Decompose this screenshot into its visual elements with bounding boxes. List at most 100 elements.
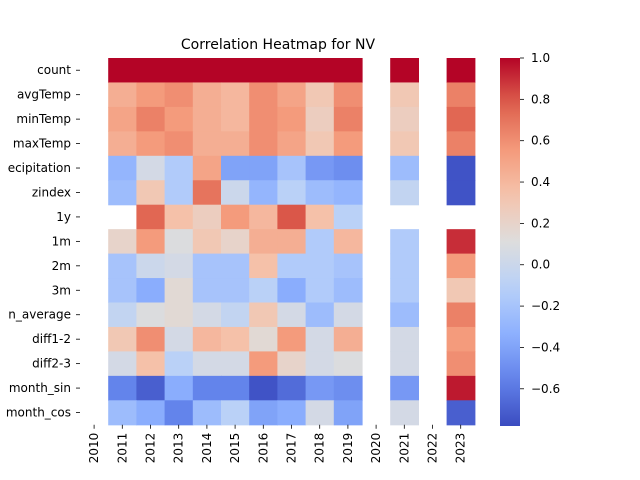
heatmap-cell xyxy=(249,253,278,279)
heatmap-cell xyxy=(136,106,166,132)
heatmap-cell xyxy=(136,302,166,328)
heatmap-cell xyxy=(108,253,137,279)
heatmap-cell xyxy=(136,229,166,255)
heatmap-cell xyxy=(108,229,137,255)
colorbar-gradient xyxy=(500,58,520,426)
y-tick-label: n_average xyxy=(8,308,71,322)
heatmap-cell xyxy=(192,229,222,255)
heatmap-cell xyxy=(221,351,250,377)
x-tick-label: 2013 xyxy=(172,433,186,464)
heatmap-cell xyxy=(192,204,222,230)
heatmap-cell xyxy=(333,106,363,132)
x-tick-label: 2023 xyxy=(454,433,468,464)
heatmap-cell xyxy=(277,302,307,328)
heatmap-cell xyxy=(192,326,222,352)
heatmap-cell xyxy=(164,131,194,157)
heatmap-cell xyxy=(164,180,194,206)
heatmap-cell xyxy=(192,302,222,328)
heatmap-cell xyxy=(390,400,419,426)
heatmap-cell xyxy=(192,400,222,426)
heatmap-cell xyxy=(108,58,137,84)
heatmap-cell xyxy=(446,375,476,401)
x-tick-label: 2014 xyxy=(200,433,214,464)
heatmap-cell xyxy=(164,375,194,401)
y-tick-label: 1m xyxy=(52,234,71,248)
heatmap-cell xyxy=(192,155,222,181)
heatmap-cell xyxy=(277,155,307,181)
heatmap-cell xyxy=(164,58,194,84)
heatmap-cell xyxy=(277,131,307,157)
heatmap-cell xyxy=(136,58,166,84)
heatmap-cell xyxy=(333,204,363,230)
heatmap-cell xyxy=(221,58,250,84)
heatmap-cell xyxy=(164,351,194,377)
heatmap-cell xyxy=(221,180,250,206)
heatmap-cell xyxy=(305,204,335,230)
y-axis-labels: count avgTemp minTemp maxTemp ecipitation zin… xyxy=(6,63,80,420)
heatmap-cell xyxy=(277,229,307,255)
heatmap-cell xyxy=(390,82,419,108)
heatmap-cell xyxy=(390,253,419,279)
heatmap-cell xyxy=(305,351,335,377)
heatmap-cell xyxy=(108,131,137,157)
heatmap-cell xyxy=(333,400,363,426)
colorbar: 1.0 0.8 0.6 0.4 0.2 0.0 −0.2 −0.4 −0.6 xyxy=(500,51,560,426)
heatmap-cell xyxy=(390,351,419,377)
x-tick-label: 2021 xyxy=(397,433,411,464)
y-tick-label: month_sin xyxy=(9,381,71,395)
heatmap-cell xyxy=(164,326,194,352)
heatmap-cell xyxy=(221,155,250,181)
heatmap-cell xyxy=(333,155,363,181)
heatmap-cell xyxy=(221,302,250,328)
heatmap-cell xyxy=(333,253,363,279)
heatmap-cell xyxy=(277,400,307,426)
heatmap-cell xyxy=(164,302,194,328)
heatmap-cell xyxy=(192,253,222,279)
x-tick-label: 2022 xyxy=(426,433,440,464)
heatmap-cell xyxy=(305,58,335,84)
heatmap-cell xyxy=(277,375,307,401)
heatmap-cell xyxy=(446,229,476,255)
heatmap-cell xyxy=(390,302,419,328)
x-tick-label: 2015 xyxy=(228,433,242,464)
heatmap-cell xyxy=(164,204,194,230)
heatmap-cell xyxy=(446,180,476,206)
heatmap-cell xyxy=(221,106,250,132)
heatmap-cell xyxy=(136,400,166,426)
heatmap-cell xyxy=(192,131,222,157)
heatmap-cell xyxy=(192,351,222,377)
x-axis-labels: 2010 2011 2012 2013 2014 2015 2016 2017 2018 2019… xyxy=(87,424,468,464)
heatmap-cell xyxy=(136,326,166,352)
heatmap-cell xyxy=(390,131,419,157)
heatmap-cell xyxy=(221,375,250,401)
colorbar-tick-label: 0.4 xyxy=(531,175,550,189)
heatmap-cell xyxy=(333,375,363,401)
heatmap-cell xyxy=(164,278,194,304)
x-tick-label: 2018 xyxy=(313,433,327,464)
heatmap-cell xyxy=(277,82,307,108)
heatmap-cell xyxy=(305,106,335,132)
heatmap-cell xyxy=(305,278,335,304)
heatmap-cell xyxy=(249,82,278,108)
heatmap-cell xyxy=(390,180,419,206)
colorbar-tick-label: 0.8 xyxy=(531,92,550,106)
heatmap-cell xyxy=(108,106,137,132)
heatmap-cell xyxy=(136,278,166,304)
heatmap-cell xyxy=(446,302,476,328)
heatmap-cell xyxy=(333,180,363,206)
heatmap-cell xyxy=(221,131,250,157)
heatmap-cell xyxy=(305,82,335,108)
chart-title: Correlation Heatmap for NV xyxy=(181,37,376,53)
heatmap-cell xyxy=(390,106,419,132)
heatmap-cell xyxy=(249,180,278,206)
heatmap-cell xyxy=(277,106,307,132)
colorbar-tick-label: 0.2 xyxy=(531,216,550,230)
heatmap-cell xyxy=(333,229,363,255)
heatmap-cell xyxy=(108,278,137,304)
heatmap-cell xyxy=(192,106,222,132)
heatmap-cell xyxy=(446,155,476,181)
heatmap-cell xyxy=(390,58,419,84)
heatmap-cell xyxy=(390,375,419,401)
y-tick-label: zindex xyxy=(32,185,71,199)
y-tick-label: diff2-3 xyxy=(32,357,71,371)
